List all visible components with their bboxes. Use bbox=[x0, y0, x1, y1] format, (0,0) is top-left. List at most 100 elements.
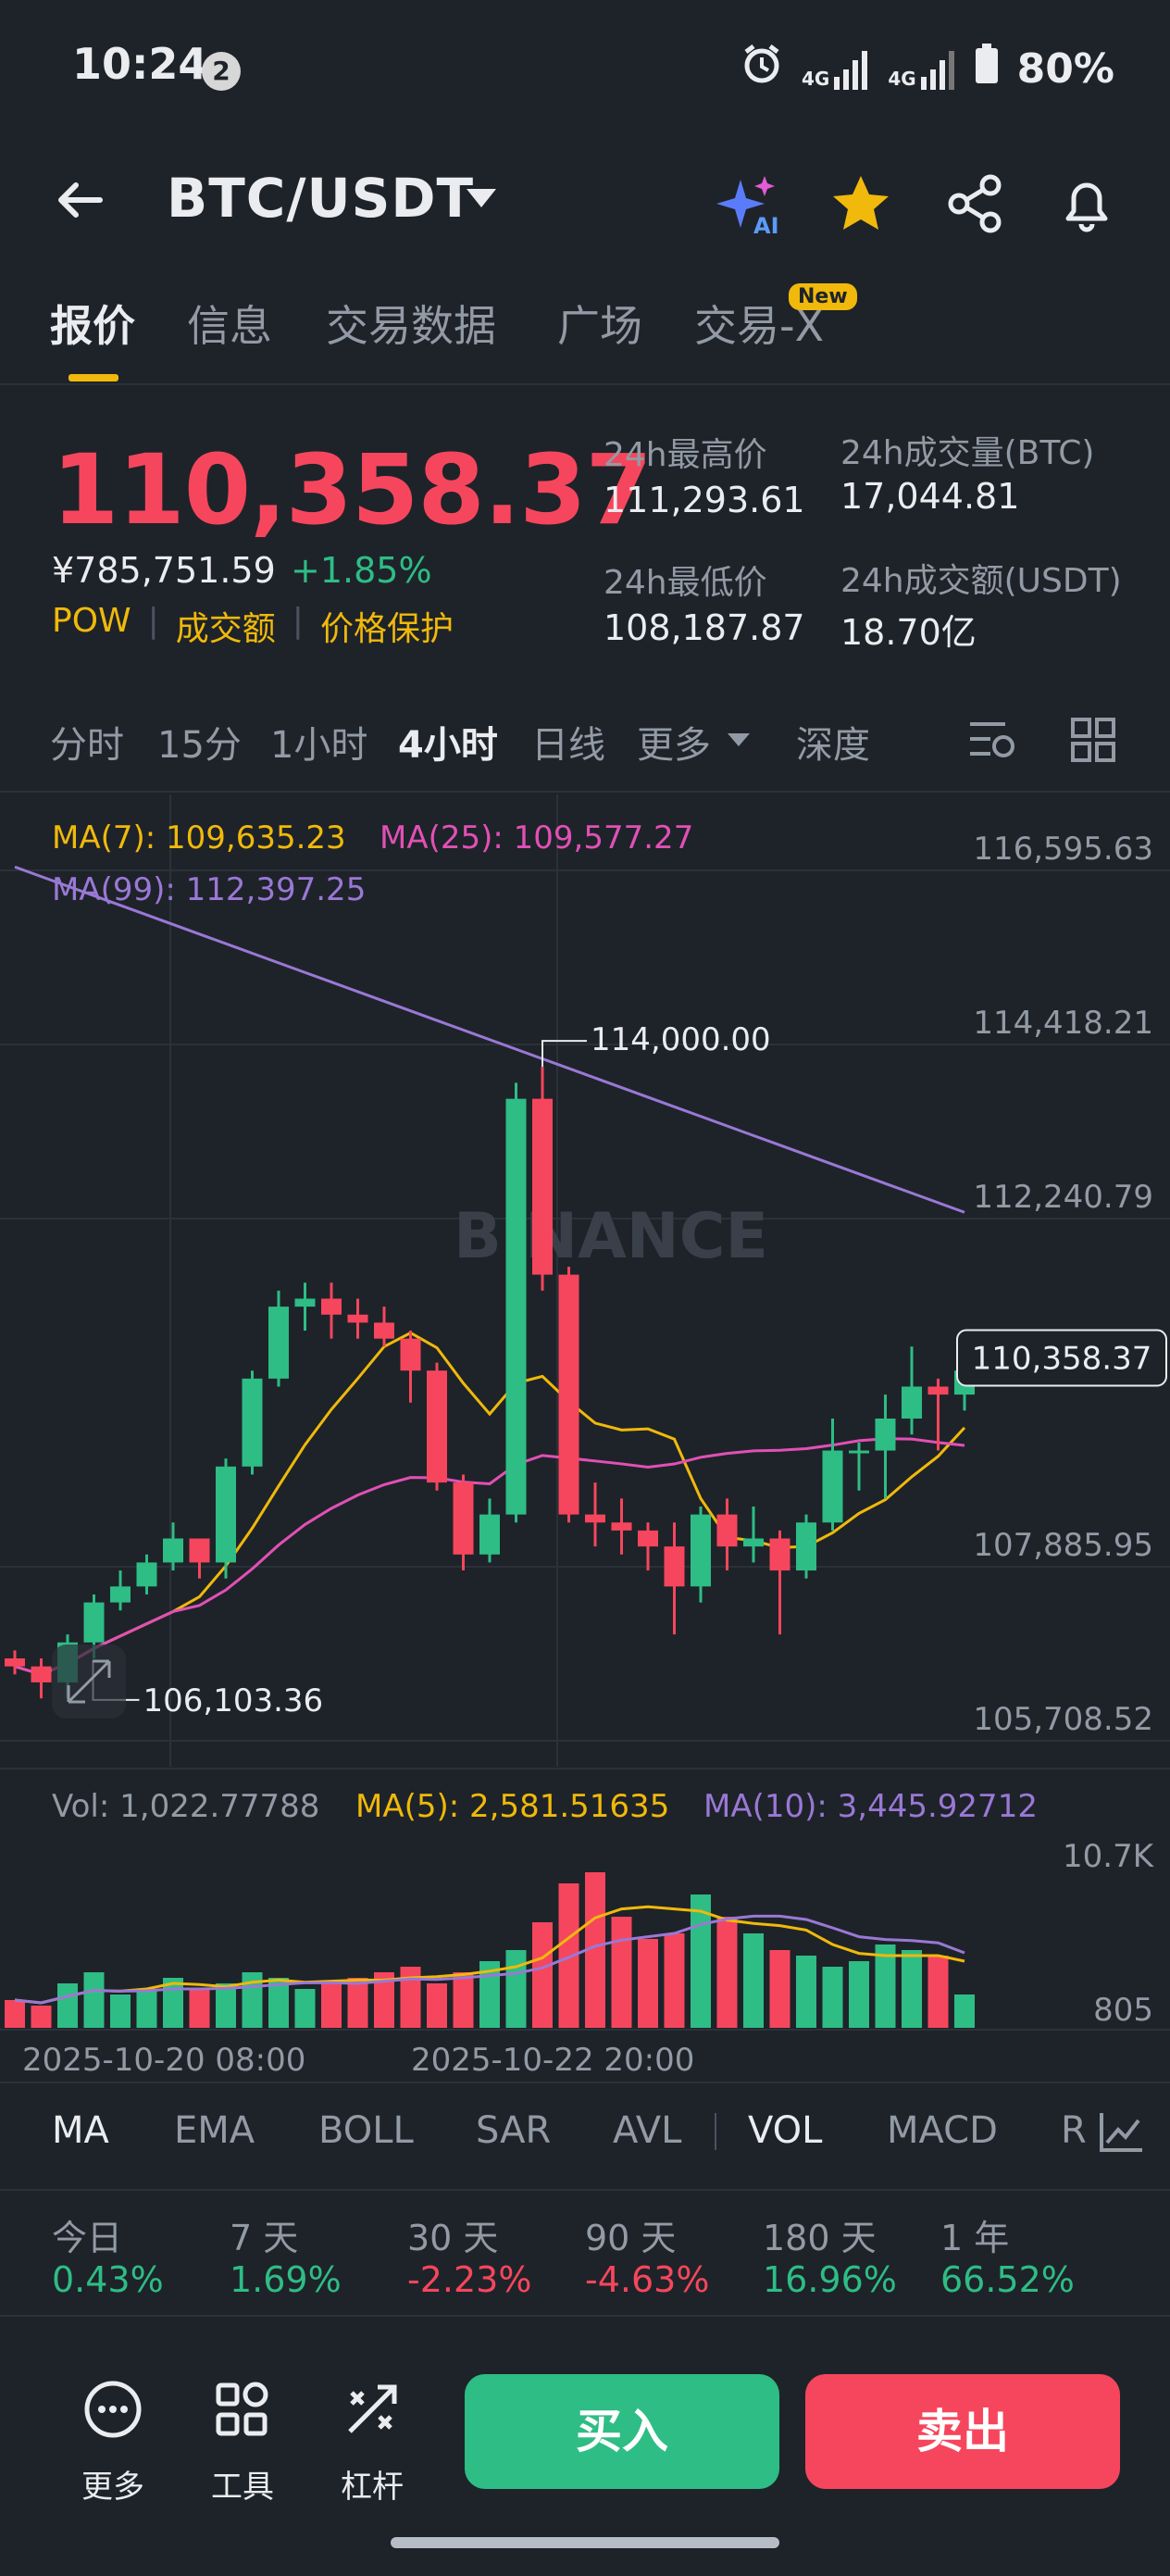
volume-bar bbox=[769, 1950, 790, 2028]
vol-legend: Vol: 1,022.77788 bbox=[52, 1788, 319, 1825]
perf-today-value: 0.43% bbox=[52, 2259, 164, 2300]
high-value: 111,293.61 bbox=[604, 480, 805, 520]
high-label: 24h最高价 bbox=[604, 436, 767, 474]
expand-chart-button[interactable] bbox=[52, 1644, 126, 1719]
tf-time[interactable]: 分时 bbox=[50, 724, 124, 767]
x-tick-1: 2025-10-20 08:00 bbox=[22, 2042, 305, 2079]
tag-row: POW | 成交额 | 价格保护 bbox=[52, 602, 454, 648]
ai-sparkle-icon[interactable]: AI bbox=[715, 172, 779, 239]
volume-bar bbox=[31, 2006, 52, 2028]
layout-grid-icon[interactable] bbox=[1070, 717, 1116, 767]
tab-quote[interactable]: 报价 bbox=[50, 301, 135, 351]
sell-button[interactable]: 卖出 bbox=[805, 2374, 1120, 2489]
perf-90d-label: 90 天 bbox=[585, 2218, 677, 2258]
notification-count-badge: 2 bbox=[202, 52, 241, 91]
tabs-divider bbox=[0, 383, 1170, 385]
perf-180d-label: 180 天 bbox=[763, 2218, 877, 2258]
volume-bar bbox=[57, 1983, 78, 2028]
tag-price-protection[interactable]: 价格保护 bbox=[319, 610, 454, 648]
ind-separator bbox=[715, 2113, 716, 2150]
ind-sar[interactable]: SAR bbox=[476, 2109, 552, 2152]
tools-label: 工具 bbox=[211, 2469, 274, 2506]
perf-30d-value: -2.23% bbox=[407, 2259, 532, 2300]
ind-macd[interactable]: MACD bbox=[887, 2109, 998, 2152]
candlestick-chart[interactable]: BINANCE 116,595.63 114,418.21 112,240.79 10… bbox=[0, 794, 1170, 1767]
candle-body bbox=[664, 1546, 685, 1587]
tf-15m[interactable]: 15分 bbox=[157, 724, 242, 767]
candle-body bbox=[638, 1530, 658, 1547]
candle-body bbox=[505, 1098, 527, 1515]
volume-bar bbox=[822, 1967, 843, 2028]
ind-boll[interactable]: BOLL bbox=[318, 2109, 414, 2152]
volume-bar bbox=[743, 1933, 764, 2028]
candle-body bbox=[822, 1450, 843, 1523]
tools-grid-icon bbox=[216, 2382, 268, 2436]
ma7-legend: MA(7): 109,635.23 bbox=[52, 819, 346, 857]
last-price-box[interactable] bbox=[956, 1329, 1167, 1387]
buy-button[interactable]: 买入 bbox=[465, 2374, 779, 2489]
favorite-star-icon[interactable] bbox=[829, 172, 894, 237]
candle-body bbox=[743, 1538, 764, 1547]
low-value: 108,187.87 bbox=[604, 607, 805, 648]
candle-body bbox=[242, 1378, 263, 1467]
share-icon[interactable] bbox=[944, 172, 1009, 237]
candle-body bbox=[716, 1514, 738, 1547]
ma99-line bbox=[14, 865, 965, 1214]
candle-body bbox=[532, 1098, 553, 1275]
chevron-down-icon[interactable] bbox=[467, 189, 496, 207]
leverage-button[interactable]: 杠杆 bbox=[317, 2380, 428, 2506]
tf-more[interactable]: 更多 bbox=[637, 724, 711, 767]
more-caret-icon[interactable] bbox=[728, 733, 750, 746]
more-button[interactable]: 更多 bbox=[57, 2380, 168, 2506]
candle-body bbox=[400, 1338, 421, 1371]
home-indicator[interactable] bbox=[391, 2537, 779, 2548]
candle-body bbox=[163, 1538, 183, 1563]
status-time: 10:24 bbox=[72, 39, 208, 89]
ma99-legend: MA(99): 112,397.25 bbox=[52, 871, 366, 908]
ind-r[interactable]: R bbox=[1061, 2109, 1087, 2152]
volume-bar bbox=[849, 1961, 869, 2028]
tag-pow[interactable]: POW bbox=[52, 602, 131, 640]
ind-ma[interactable]: MA bbox=[52, 2109, 109, 2152]
vol-usdt-value: 18.70亿 bbox=[840, 612, 977, 653]
tf-1d[interactable]: 日线 bbox=[531, 724, 605, 767]
tf-1h[interactable]: 1小时 bbox=[270, 724, 368, 767]
bell-icon[interactable] bbox=[1055, 172, 1120, 237]
candle-body bbox=[427, 1370, 447, 1483]
candle-body bbox=[558, 1274, 579, 1515]
network-label-2: 4G bbox=[888, 67, 916, 90]
volume-bar bbox=[954, 1995, 975, 2028]
main-tabs: 报价 信息 交易数据 广场 交易-X bbox=[0, 293, 1170, 385]
tf-depth[interactable]: 深度 bbox=[796, 724, 870, 767]
volume-bar bbox=[453, 1972, 474, 2028]
volume-bar bbox=[558, 1883, 579, 2028]
ind-avl[interactable]: AVL bbox=[613, 2109, 682, 2152]
pair-selector[interactable]: BTC/USDT bbox=[167, 167, 475, 230]
ind-ema[interactable]: EMA bbox=[174, 2109, 255, 2152]
tab-square[interactable]: 广场 bbox=[557, 301, 642, 351]
volume-bar bbox=[136, 1989, 157, 2028]
volume-bar bbox=[505, 1950, 527, 2028]
perf-1y-value: 66.52% bbox=[940, 2259, 1075, 2300]
volume-bar bbox=[189, 1989, 210, 2028]
candle-body bbox=[268, 1307, 289, 1379]
high-marker-label: 114,000.00 bbox=[591, 1021, 771, 1058]
tf-4h[interactable]: 4小时 bbox=[398, 724, 498, 767]
ind-vol[interactable]: VOL bbox=[748, 2109, 823, 2152]
tab-trading-data[interactable]: 交易数据 bbox=[326, 301, 496, 351]
volume-bar bbox=[664, 1933, 685, 2028]
vol-btc-value: 17,044.81 bbox=[840, 476, 1020, 517]
tools-button[interactable]: 工具 bbox=[187, 2380, 298, 2506]
candle-body bbox=[5, 1658, 25, 1667]
y-tick-label: 105,708.52 bbox=[973, 1701, 1153, 1738]
signal-4g-icon-2: 4G bbox=[888, 49, 955, 90]
tab-info[interactable]: 信息 bbox=[187, 301, 272, 351]
tag-turnover[interactable]: 成交额 bbox=[175, 610, 276, 648]
back-arrow-icon[interactable] bbox=[52, 172, 107, 228]
volume-chart[interactable]: Vol: 1,022.77788 MA(5): 2,581.51635 MA(1… bbox=[0, 1767, 1170, 2082]
indicator-settings-icon[interactable] bbox=[1098, 2111, 1144, 2157]
y-tick-label: 112,240.79 bbox=[973, 1179, 1153, 1216]
candle-body bbox=[927, 1386, 949, 1395]
perf-7d-value: 1.69% bbox=[230, 2259, 342, 2300]
chart-settings-icon[interactable] bbox=[968, 719, 1018, 765]
